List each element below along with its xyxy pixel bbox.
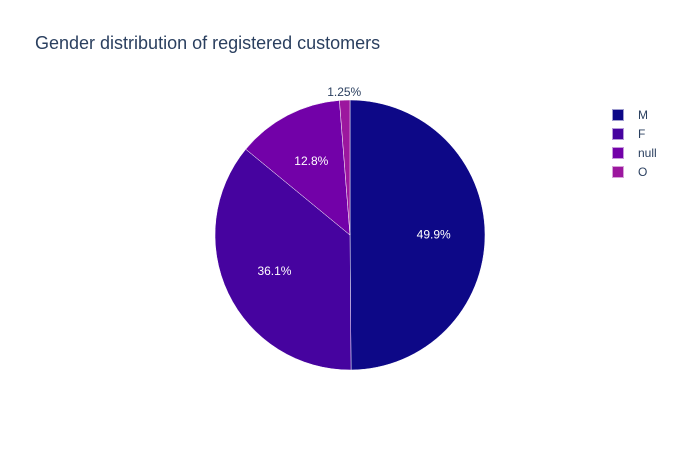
- pie-slice-o[interactable]: [339, 99, 351, 236]
- pie-slice-null[interactable]: [245, 100, 351, 236]
- pie-slices: [214, 99, 486, 371]
- slice-value-label-null: 12.8%: [294, 154, 328, 168]
- legend-label: null: [638, 145, 657, 160]
- legend-item-m[interactable]: M: [612, 105, 657, 124]
- slice-value-label-f: 36.1%: [257, 264, 291, 278]
- pie-slice-m[interactable]: [349, 99, 486, 371]
- legend-label: F: [638, 126, 646, 141]
- legend-label: O: [638, 164, 648, 179]
- legend-swatch: [612, 165, 624, 178]
- slice-value-label-o: 1.25%: [327, 85, 361, 99]
- legend-label: M: [638, 107, 648, 122]
- pie-slice-labels: 49.9% 36.1% 12.8% 1.25%: [257, 85, 451, 278]
- legend-item-f[interactable]: F: [612, 124, 657, 143]
- chart-title: Gender distribution of registered custom…: [35, 33, 381, 53]
- pie-slice-f[interactable]: [214, 148, 352, 371]
- legend-swatch: [612, 146, 624, 159]
- legend-item-null[interactable]: null: [612, 143, 657, 162]
- legend-item-o[interactable]: O: [612, 162, 657, 181]
- slice-value-label-m: 49.9%: [417, 228, 451, 242]
- legend-swatch: [612, 127, 624, 140]
- legend-swatch: [612, 108, 624, 121]
